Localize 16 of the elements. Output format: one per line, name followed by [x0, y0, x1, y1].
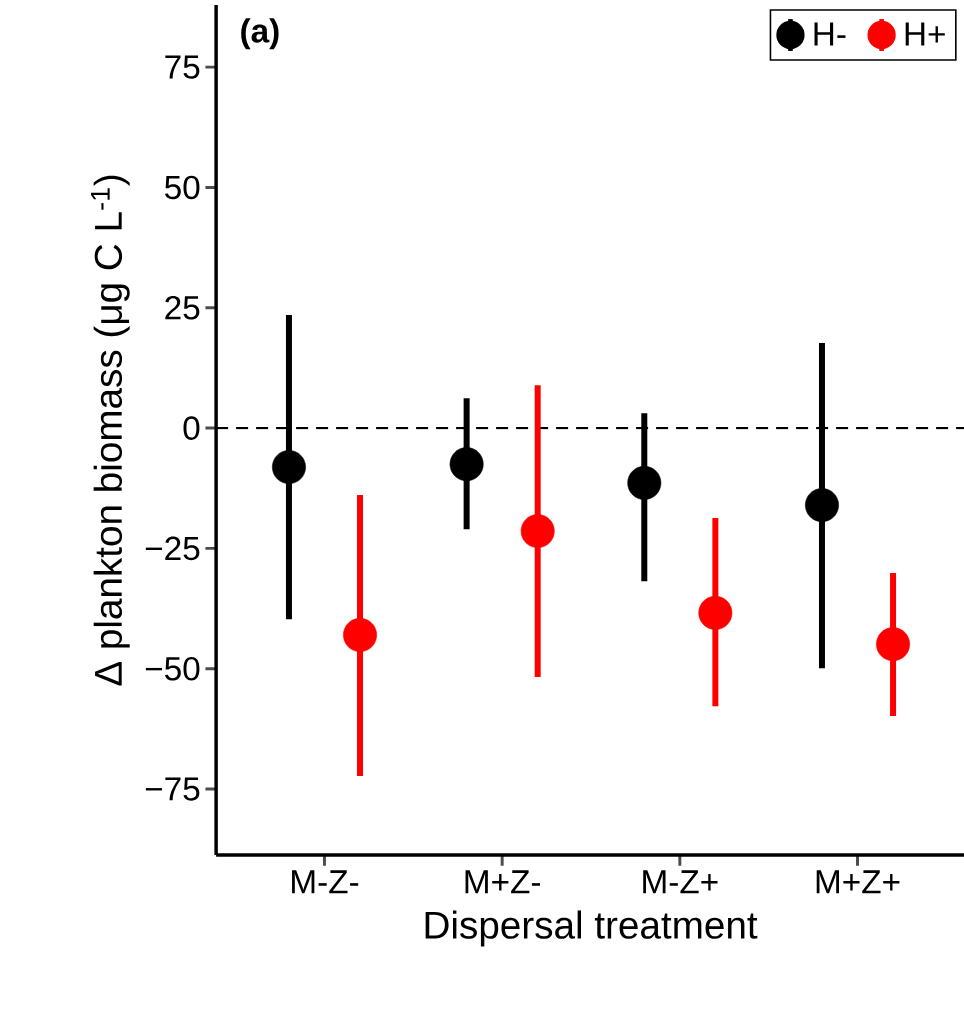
- x-tick-label: M+Z+: [816, 870, 900, 894]
- y-tick-label: −25: [145, 536, 200, 561]
- legend-label: H-: [814, 22, 846, 46]
- y-axis-title: Δ plankton biomass (μg C L$^{-1}$): [90, 175, 130, 686]
- y-tick-label: 25: [165, 295, 200, 320]
- y-tick-label: −75: [145, 777, 200, 801]
- y-tick-label: 0: [183, 416, 200, 440]
- y-tick-label: 50: [164, 175, 200, 200]
- x-tick-label: M-Z-: [292, 870, 359, 894]
- y-tick-label: 75: [165, 55, 200, 79]
- x-tick-label: M+Z-: [465, 870, 540, 894]
- legend-label: H+: [905, 22, 945, 46]
- annotation: (a): [241, 18, 279, 50]
- x-tick-label: M-Z+: [643, 870, 718, 894]
- y-tick-label: −50: [145, 656, 200, 681]
- x-axis-title: Dispersal treatment: [425, 910, 758, 947]
